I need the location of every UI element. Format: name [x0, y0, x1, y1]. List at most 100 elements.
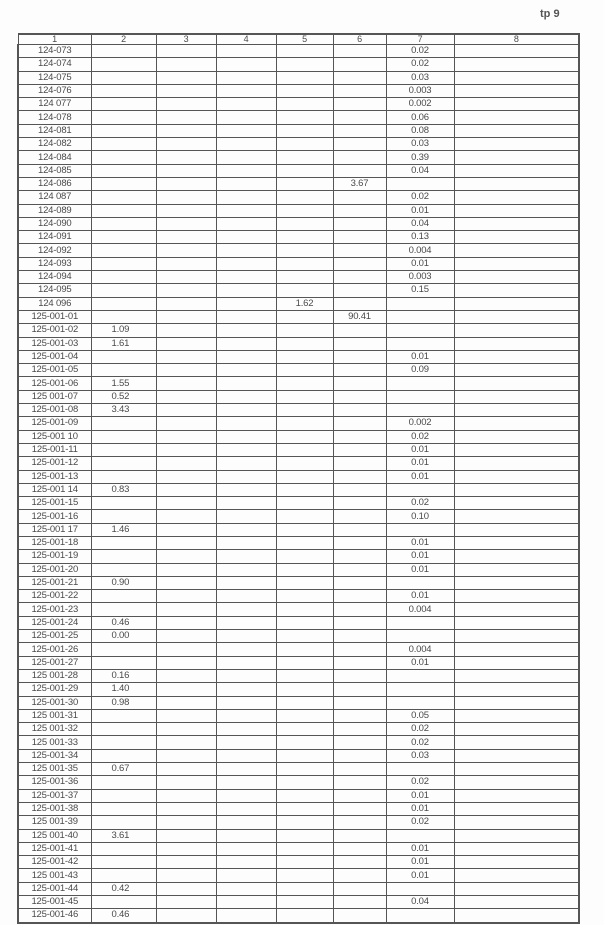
row-id-cell: 125-001-09 — [17, 416, 92, 431]
cell-col-2 — [90, 124, 157, 139]
table-row: 125-001-15 0.02 — [17, 496, 580, 511]
cell-col-5 — [275, 523, 334, 537]
cell-col-7: 0.01 — [385, 257, 455, 272]
cell-col-5 — [275, 762, 334, 777]
cell-col-4 — [215, 204, 277, 218]
cell-col-8 — [453, 815, 580, 830]
cell-col-3 — [155, 868, 217, 883]
cell-col-8 — [453, 257, 580, 272]
cell-col-8 — [453, 602, 580, 617]
cell-col-6 — [332, 523, 387, 537]
row-id-cell: 125 001-39 — [17, 815, 92, 830]
cell-col-4 — [215, 97, 277, 112]
table-row: 125 001-07 0.52 — [17, 390, 580, 405]
cell-col-8 — [453, 722, 580, 737]
cell-col-5 — [275, 735, 334, 750]
cell-col-5 — [275, 230, 334, 245]
cell-col-6 — [332, 775, 387, 790]
cell-col-2 — [90, 57, 157, 72]
cell-col-4 — [215, 709, 277, 724]
cell-col-5 — [275, 616, 334, 631]
row-id-cell: 124-093 — [17, 257, 92, 272]
cell-col-6 — [332, 283, 387, 298]
cell-col-5 — [275, 895, 334, 910]
cell-col-2 — [90, 855, 157, 870]
cell-col-2 — [90, 563, 157, 577]
cell-col-5 — [275, 97, 334, 112]
cell-col-2 — [90, 589, 157, 604]
cell-col-8 — [453, 390, 580, 405]
cell-col-4 — [215, 283, 277, 298]
table-row: 124-075 0.03 — [17, 71, 580, 85]
row-id-cell: 125-001-22 — [17, 589, 92, 604]
table-row: 125 001-33 0.02 — [17, 735, 580, 750]
row-id-cell: 125-001-21 — [17, 576, 92, 591]
cell-col-4 — [215, 908, 277, 924]
cell-col-7: 0.08 — [385, 124, 455, 139]
table-row: 125-001-34 0.03 — [17, 749, 580, 764]
row-id-cell: 125-001-11 — [17, 443, 92, 458]
cell-col-3 — [155, 44, 217, 59]
cell-col-5 — [275, 430, 334, 444]
cell-col-4 — [215, 616, 277, 631]
cell-col-5 — [275, 642, 334, 657]
cell-col-6 — [332, 110, 387, 125]
cell-col-4 — [215, 496, 277, 511]
table-row: 125 001-28 0.16 — [17, 669, 580, 684]
cell-col-6 — [332, 150, 387, 165]
cell-col-3 — [155, 802, 217, 817]
cell-col-6 — [332, 217, 387, 232]
cell-col-4 — [215, 376, 277, 391]
cell-col-5 — [275, 722, 334, 737]
cell-col-8 — [453, 124, 580, 139]
table-row: 125-001-26 0.004 — [17, 642, 580, 657]
cell-col-7: 0.04 — [385, 895, 455, 910]
cell-col-4 — [215, 124, 277, 139]
cell-col-8 — [453, 576, 580, 591]
cell-col-6 — [332, 656, 387, 670]
table-row: 125-001-18 0.01 — [17, 536, 580, 551]
cell-col-6 — [332, 908, 387, 924]
row-id-cell: 125-001-41 — [17, 842, 92, 857]
cell-col-3 — [155, 696, 217, 710]
cell-col-5 — [275, 44, 334, 59]
cell-col-5 — [275, 496, 334, 511]
cell-col-6 — [332, 470, 387, 484]
cell-col-7 — [385, 337, 455, 351]
cell-col-3 — [155, 815, 217, 830]
cell-col-3 — [155, 642, 217, 657]
row-id-cell: 125-001-04 — [17, 350, 92, 365]
cell-col-4 — [215, 323, 277, 338]
cell-col-6 — [332, 842, 387, 857]
table-row: 125-001-27 0.01 — [17, 656, 580, 670]
cell-col-8 — [453, 217, 580, 232]
cell-col-6 — [332, 536, 387, 551]
cell-col-8 — [453, 71, 580, 85]
cell-col-6 — [332, 669, 387, 684]
cell-col-5 — [275, 124, 334, 139]
cell-col-7: 0.10 — [385, 509, 455, 524]
cell-col-8 — [453, 350, 580, 365]
cell-col-3 — [155, 204, 217, 218]
cell-col-7: 0.003 — [385, 84, 455, 99]
cell-col-5 — [275, 270, 334, 285]
table-row: 125 001-31 0.05 — [17, 709, 580, 724]
table-row: 125-001-20 0.01 — [17, 563, 580, 577]
cell-col-8 — [453, 895, 580, 910]
cell-col-7: 0.01 — [385, 536, 455, 551]
table-row: 125-001-08 3.43 — [17, 403, 580, 418]
cell-col-4 — [215, 576, 277, 591]
row-id-cell: 125-001-34 — [17, 749, 92, 764]
cell-col-7: 0.13 — [385, 230, 455, 245]
cell-col-6 — [332, 868, 387, 883]
cell-col-5 — [275, 177, 334, 192]
cell-col-4 — [215, 642, 277, 657]
row-id-cell: 124-075 — [17, 71, 92, 85]
cell-col-2 — [90, 709, 157, 724]
cell-col-7: 0.01 — [385, 789, 455, 803]
row-id-cell: 125-001-15 — [17, 496, 92, 511]
cell-col-3 — [155, 137, 217, 152]
row-id-cell: 125-001-06 — [17, 376, 92, 391]
cell-col-6 — [332, 243, 387, 258]
cell-col-2 — [90, 775, 157, 790]
